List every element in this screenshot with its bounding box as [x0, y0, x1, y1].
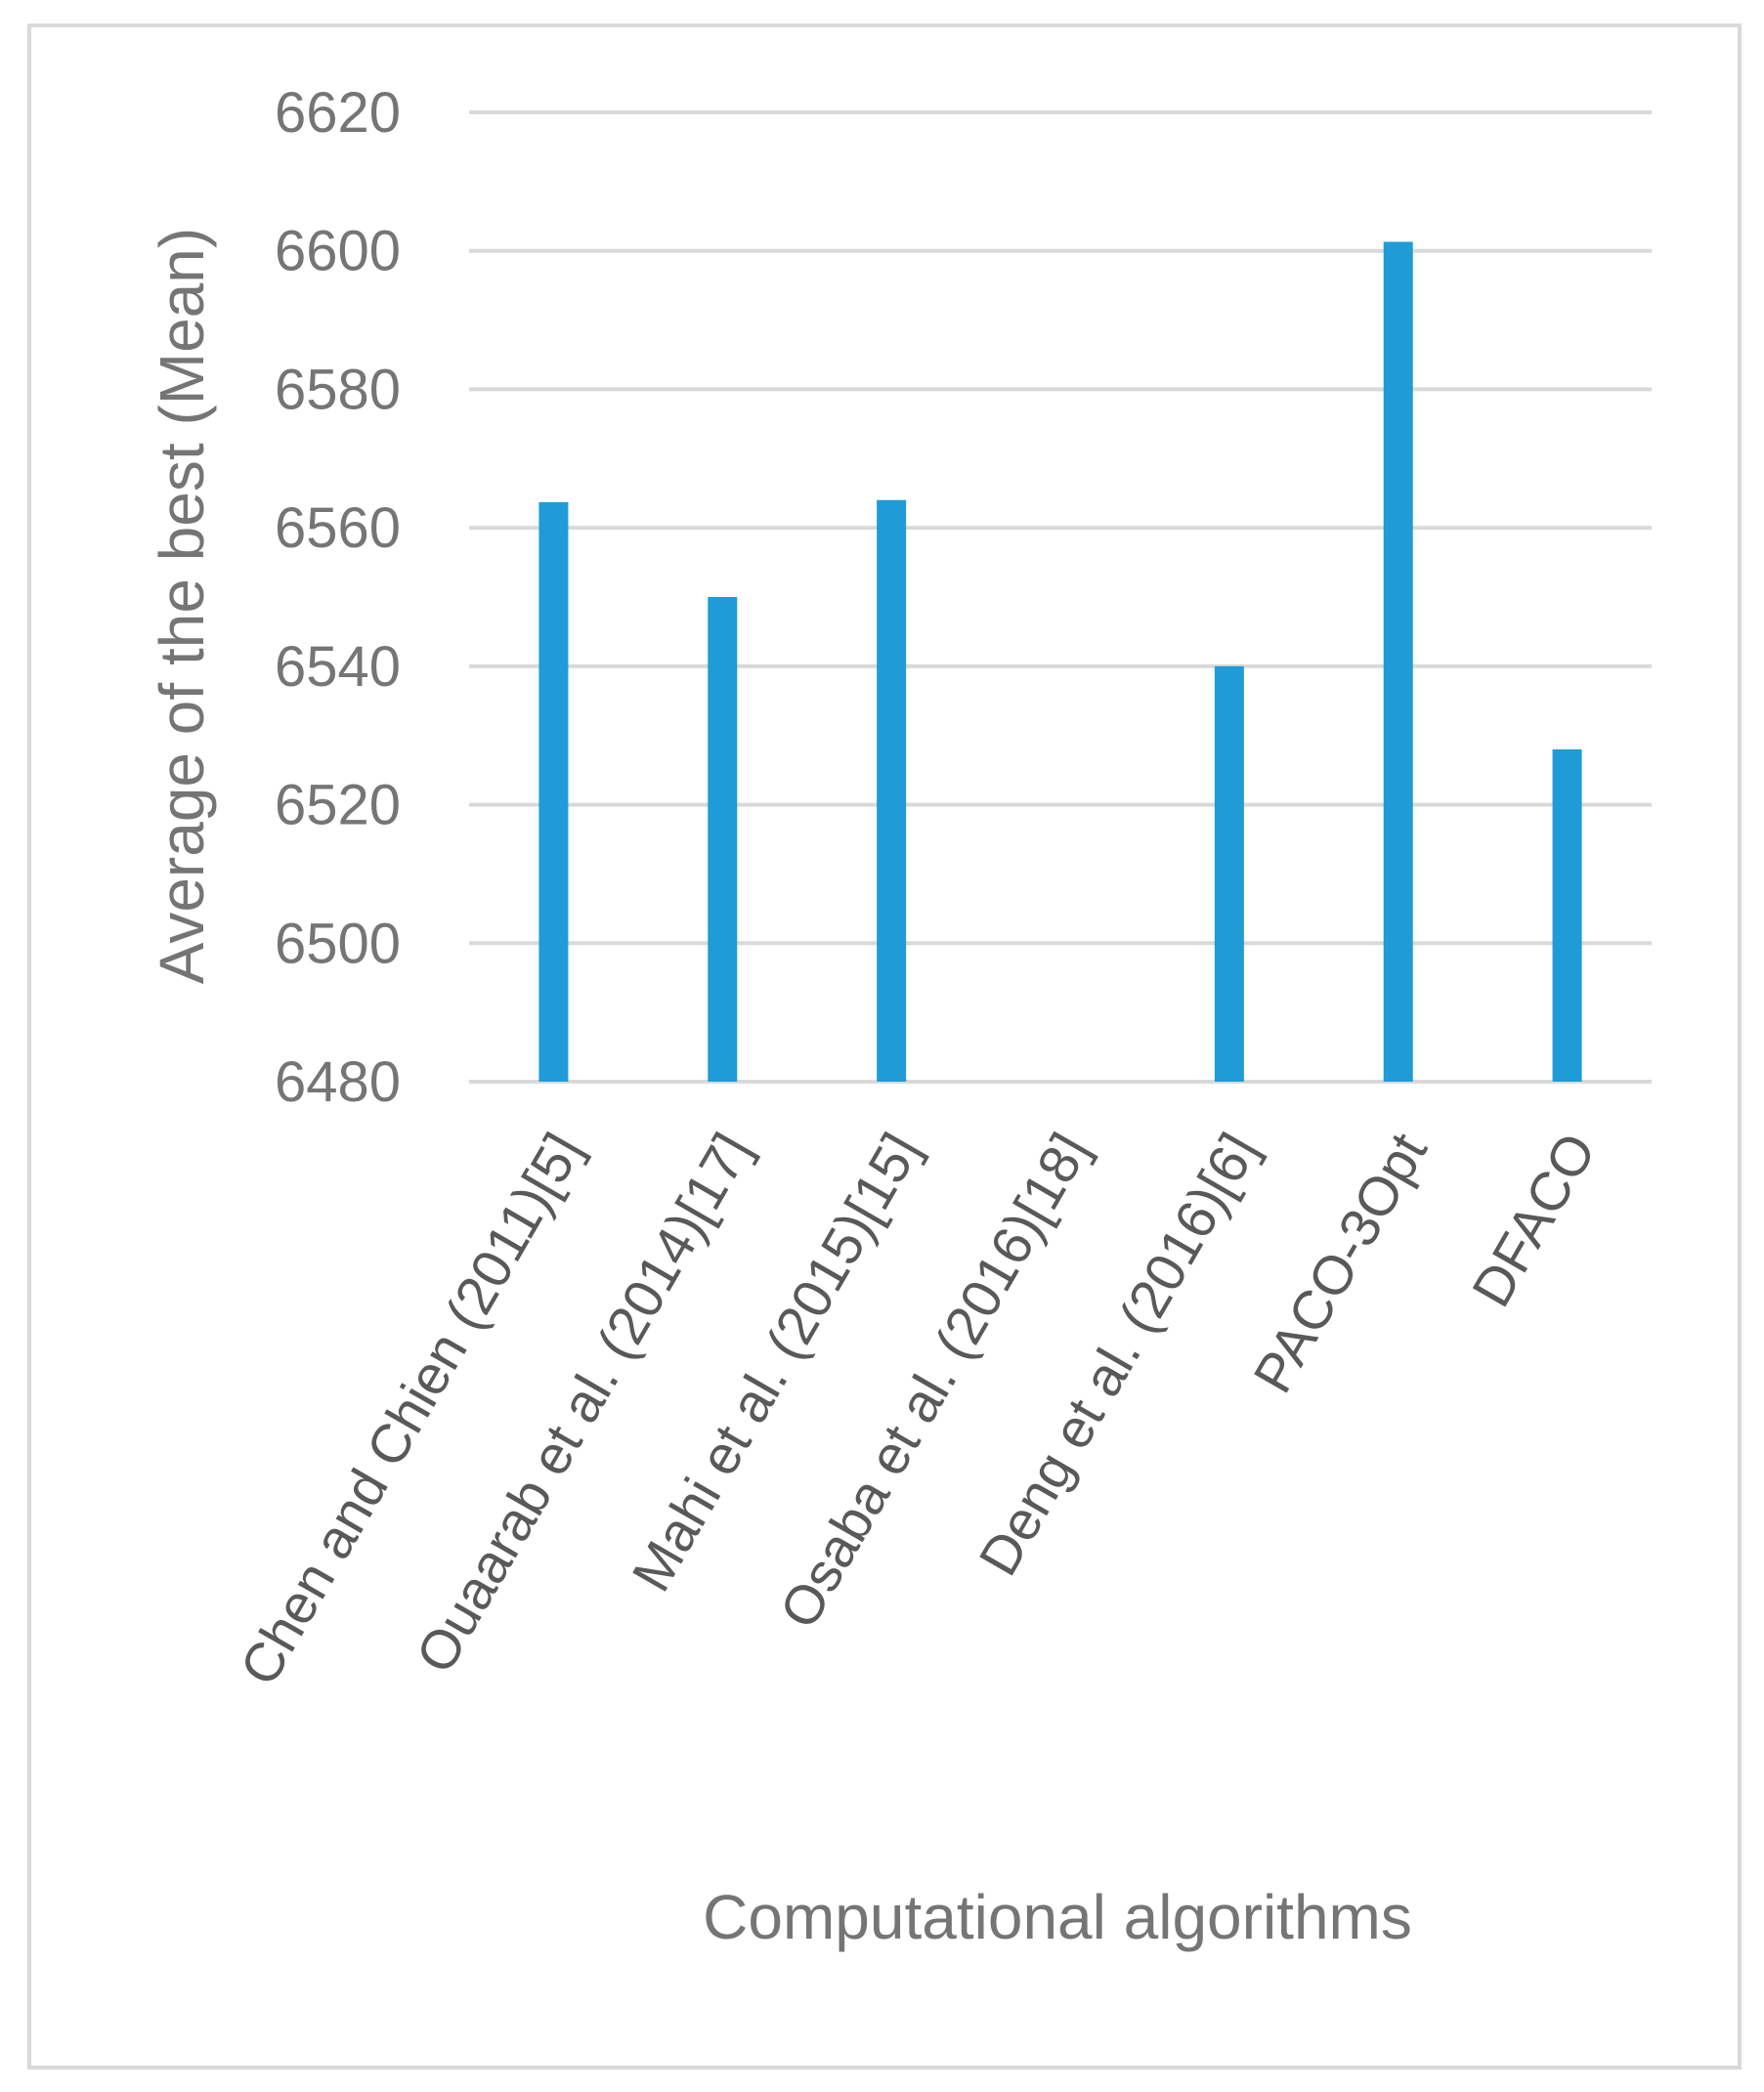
y-tick-label: 6540 [275, 635, 401, 699]
bars [538, 241, 1582, 1082]
y-axis-title: Average of the best (Mean) [147, 228, 217, 984]
bar-5 [1383, 241, 1413, 1082]
bar-0 [538, 501, 569, 1082]
x-category-label: Mahi et al. (2015)[15] [620, 1123, 931, 1601]
y-tick-label: 6580 [275, 358, 401, 421]
gridlines [469, 110, 1652, 1084]
x-axis-category-labels: Chen and Chien (2011)[5]Ouaarab et al. (… [228, 1123, 1608, 1695]
bar-1 [708, 597, 738, 1082]
y-tick-label: 6620 [275, 81, 401, 145]
x-category-label: Ouaarab et al. (2014)[17] [404, 1123, 762, 1683]
x-category-label: Chen and Chien (2011)[5] [228, 1123, 594, 1695]
y-tick-label: 6520 [275, 774, 401, 837]
x-category-label: PACO-3Opt [1241, 1123, 1439, 1403]
x-category-label: DFACO [1460, 1123, 1608, 1317]
y-tick-label: 6500 [275, 912, 401, 975]
y-tick-label: 6600 [275, 220, 401, 283]
bar-6 [1552, 748, 1582, 1082]
x-axis-title: Computational algorithms [703, 1882, 1412, 1952]
y-axis-ticks: 6480 6500 6520 6540 6560 6580 6600 6620 [275, 81, 401, 1114]
y-tick-label: 6560 [275, 496, 401, 560]
x-category-label: Osaba et al. (2016)[18] [767, 1123, 1100, 1639]
y-tick-label: 6480 [275, 1050, 401, 1114]
bar-2 [877, 499, 907, 1082]
bar-4 [1214, 665, 1244, 1082]
